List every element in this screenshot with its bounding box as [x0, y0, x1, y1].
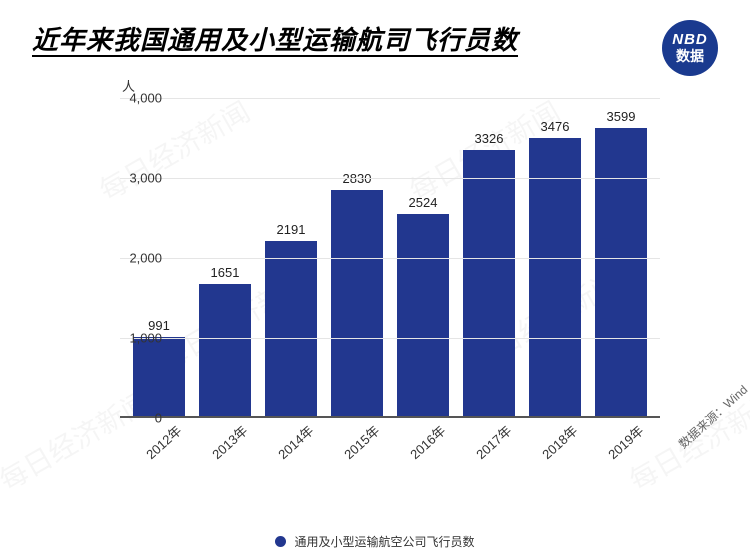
- bar-column: 3599: [593, 109, 649, 416]
- y-tick-label: 3,000: [112, 171, 162, 186]
- bar: [463, 150, 515, 416]
- grid-line: [120, 178, 660, 179]
- x-tick-label: 2014年: [273, 411, 327, 463]
- x-tick-label: 2015年: [339, 411, 393, 463]
- y-tick-label: 1,000: [112, 331, 162, 346]
- bar-value-label: 2524: [409, 195, 438, 210]
- grid-line: [120, 98, 660, 99]
- bar-column: 2830: [329, 171, 385, 416]
- bar-value-label: 1651: [211, 265, 240, 280]
- bar: [265, 241, 317, 416]
- nbd-badge: NBD 数据: [662, 20, 718, 76]
- bar-column: 3476: [527, 119, 583, 416]
- grid-line: [120, 338, 660, 339]
- bar-value-label: 3476: [541, 119, 570, 134]
- bar-column: 3326: [461, 131, 517, 416]
- header: 近年来我国通用及小型运输航司飞行员数 NBD 数据: [32, 20, 718, 76]
- y-tick-label: 4,000: [112, 91, 162, 106]
- y-tick-label: 2,000: [112, 251, 162, 266]
- x-axis-labels: 2012年2013年2014年2015年2016年2017年2018年2019年: [120, 422, 660, 441]
- bar: [199, 284, 251, 416]
- x-tick-label: 2017年: [471, 411, 525, 463]
- badge-line1: NBD: [672, 32, 708, 49]
- bar-column: 2191: [263, 222, 319, 416]
- x-tick-label: 2018年: [537, 411, 591, 463]
- legend: 通用及小型运输航空公司飞行员数: [0, 533, 750, 550]
- data-source: 数据来源：Wind: [675, 381, 750, 452]
- bar: [595, 128, 647, 416]
- chart-title: 近年来我国通用及小型运输航司飞行员数: [32, 20, 518, 57]
- x-tick-label: 2019年: [603, 411, 657, 463]
- bar-column: 1651: [197, 265, 253, 416]
- bars-container: 9911651219128302524332634763599: [120, 98, 660, 416]
- bar-value-label: 3599: [607, 109, 636, 124]
- plot-area: 9911651219128302524332634763599: [120, 98, 660, 418]
- legend-label: 通用及小型运输航空公司飞行员数: [294, 533, 474, 550]
- grid-line: [120, 258, 660, 259]
- bar: [331, 190, 383, 416]
- bar: [529, 138, 581, 416]
- bar: [133, 337, 185, 416]
- badge-line2: 数据: [676, 49, 704, 64]
- x-tick-label: 2013年: [207, 411, 261, 463]
- bar-column: 2524: [395, 195, 451, 416]
- chart: 人 9911651219128302524332634763599 2012年2…: [60, 90, 710, 490]
- bar-value-label: 2191: [277, 222, 306, 237]
- x-tick-label: 2016年: [405, 411, 459, 463]
- bar: [397, 214, 449, 416]
- y-tick-label: 0: [112, 411, 162, 426]
- legend-swatch: [275, 536, 286, 547]
- bar-value-label: 3326: [475, 131, 504, 146]
